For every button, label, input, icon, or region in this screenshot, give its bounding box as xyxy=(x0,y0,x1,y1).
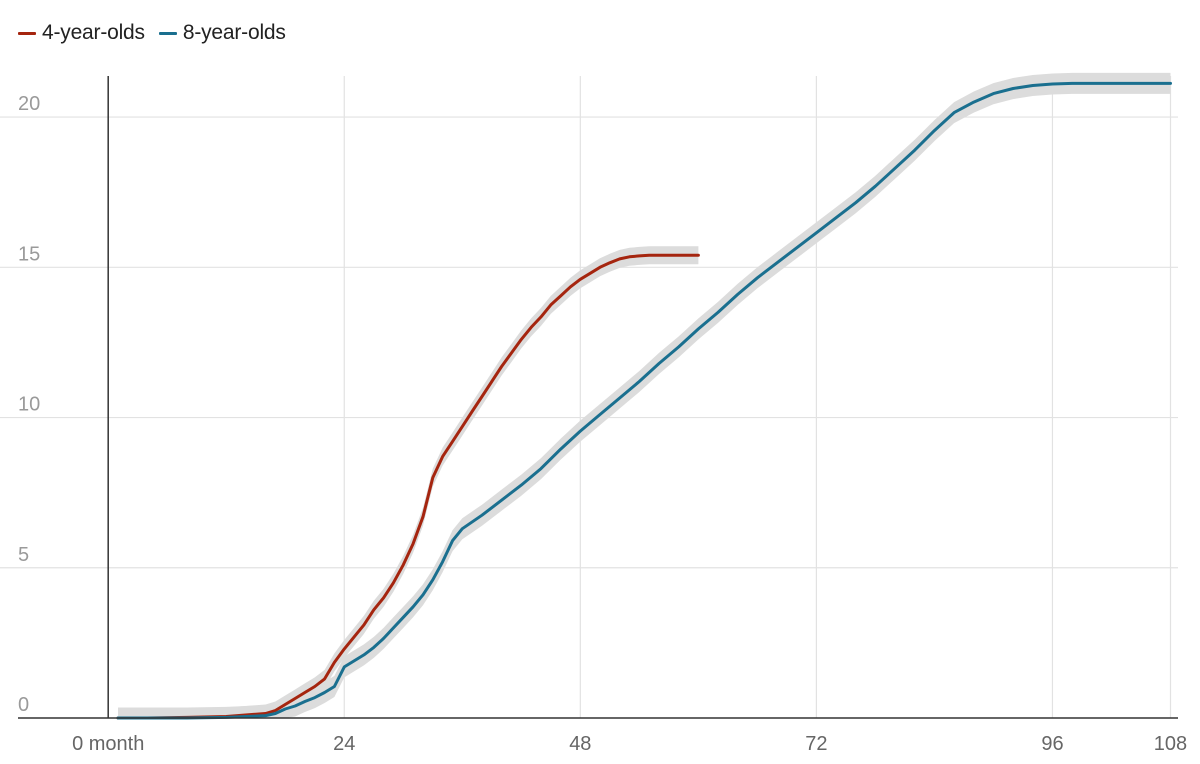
confidence-bands xyxy=(118,72,1171,719)
legend-item-8-year-olds: 8-year-olds xyxy=(158,21,286,45)
legend-label-8-year-olds: 8-year-olds xyxy=(182,21,286,44)
legend-label-4-year-olds: 4-year-olds xyxy=(42,21,145,44)
legend-swatch-8-year-olds xyxy=(158,31,177,35)
x-tick-label-0 month: 0 month xyxy=(72,733,144,755)
legend: 4-year-olds 8-year-olds xyxy=(18,18,286,48)
y-tick-label-0: 0 xyxy=(18,694,29,716)
series-line-4-year-olds xyxy=(116,253,700,720)
legend-swatch-4-year-olds xyxy=(18,31,36,35)
y-tick-labels: 0 5 10 15 20 xyxy=(18,93,40,716)
x-tick-label-96: 96 xyxy=(1041,733,1063,755)
y-tick-label-5: 5 xyxy=(18,544,29,566)
x-tick-labels: 0 month 24 48 72 96 108 xyxy=(72,733,1187,755)
y-tick-label-20: 20 xyxy=(18,93,40,115)
y-tick-label-10: 10 xyxy=(18,394,40,416)
x-tick-label-108: 108 xyxy=(1154,733,1187,755)
gridlines xyxy=(0,76,1178,718)
x-tick-label-72: 72 xyxy=(805,733,827,755)
band-8-year-olds xyxy=(118,72,1171,718)
legend-item-4-year-olds: 4-year-olds xyxy=(18,21,145,45)
x-tick-label-24: 24 xyxy=(333,733,355,755)
x-tick-label-48: 48 xyxy=(569,733,591,755)
series-line-8-year-olds xyxy=(116,81,1172,720)
axes xyxy=(18,76,1178,719)
series-lines xyxy=(116,81,1172,720)
band-4-year-olds xyxy=(118,246,699,719)
y-tick-label-15: 15 xyxy=(18,243,40,265)
